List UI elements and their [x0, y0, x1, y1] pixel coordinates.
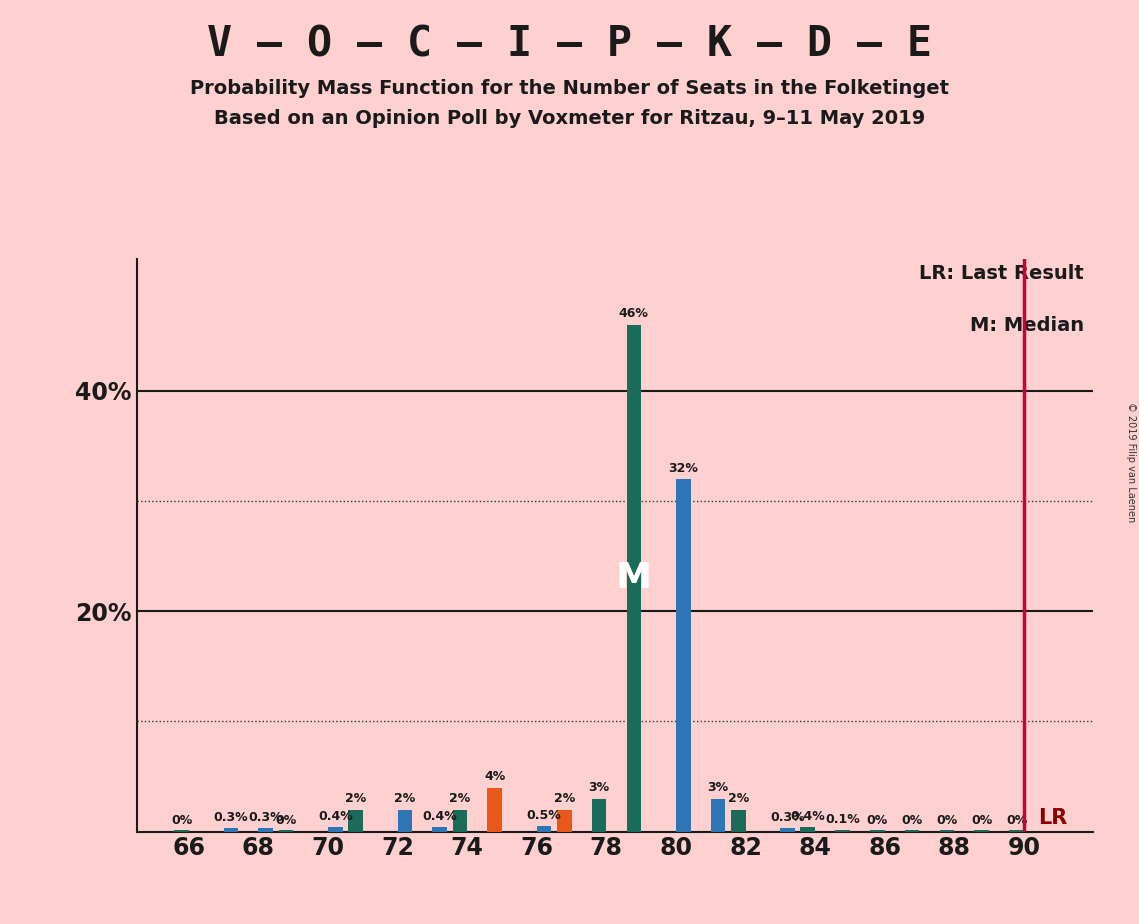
Text: LR: Last Result: LR: Last Result: [919, 264, 1084, 284]
Bar: [592, 798, 606, 832]
Text: 3%: 3%: [707, 781, 729, 794]
Bar: [259, 828, 273, 832]
Bar: [223, 828, 238, 832]
Text: M: Median: M: Median: [969, 316, 1084, 335]
Bar: [780, 828, 795, 832]
Text: 0%: 0%: [902, 814, 923, 827]
Bar: [1009, 830, 1024, 832]
Text: 0%: 0%: [867, 814, 888, 827]
Bar: [398, 809, 412, 832]
Text: 2%: 2%: [345, 792, 366, 805]
Bar: [835, 831, 850, 832]
Bar: [328, 827, 343, 832]
Text: 0.4%: 0.4%: [423, 809, 457, 822]
Text: 0%: 0%: [1006, 814, 1027, 827]
Text: 0%: 0%: [936, 814, 958, 827]
Bar: [731, 809, 746, 832]
Bar: [487, 787, 502, 832]
Bar: [557, 809, 572, 832]
Text: 3%: 3%: [589, 781, 609, 794]
Text: 32%: 32%: [669, 462, 698, 475]
Bar: [904, 830, 919, 832]
Bar: [279, 830, 293, 832]
Text: 0%: 0%: [972, 814, 992, 827]
Bar: [174, 830, 189, 832]
Text: 2%: 2%: [728, 792, 748, 805]
Text: 2%: 2%: [449, 792, 470, 805]
Text: V – O – C – I – P – K – D – E: V – O – C – I – P – K – D – E: [207, 23, 932, 65]
Text: M: M: [616, 561, 652, 595]
Text: Based on an Opinion Poll by Voxmeter for Ritzau, 9–11 May 2019: Based on an Opinion Poll by Voxmeter for…: [214, 109, 925, 128]
Text: 0.5%: 0.5%: [526, 808, 562, 821]
Bar: [626, 325, 641, 832]
Bar: [349, 809, 363, 832]
Text: 0.3%: 0.3%: [770, 811, 805, 824]
Text: 2%: 2%: [394, 792, 416, 805]
Bar: [433, 827, 446, 832]
Bar: [711, 798, 726, 832]
Bar: [940, 830, 954, 832]
Text: 0.4%: 0.4%: [790, 809, 825, 822]
Text: 0.3%: 0.3%: [214, 811, 248, 824]
Bar: [536, 826, 551, 832]
Text: 2%: 2%: [554, 792, 575, 805]
Text: 0%: 0%: [276, 814, 296, 827]
Text: Probability Mass Function for the Number of Seats in the Folketinget: Probability Mass Function for the Number…: [190, 79, 949, 98]
Text: 0.3%: 0.3%: [248, 811, 284, 824]
Text: 0.1%: 0.1%: [826, 813, 860, 826]
Text: 46%: 46%: [618, 308, 649, 321]
Text: 4%: 4%: [484, 770, 506, 784]
Bar: [675, 479, 690, 832]
Text: 0%: 0%: [171, 814, 192, 827]
Bar: [975, 830, 989, 832]
Text: LR: LR: [1038, 808, 1067, 828]
Bar: [870, 830, 885, 832]
Bar: [452, 809, 467, 832]
Text: 0.4%: 0.4%: [318, 809, 353, 822]
Text: © 2019 Filip van Laenen: © 2019 Filip van Laenen: [1125, 402, 1136, 522]
Bar: [801, 827, 816, 832]
